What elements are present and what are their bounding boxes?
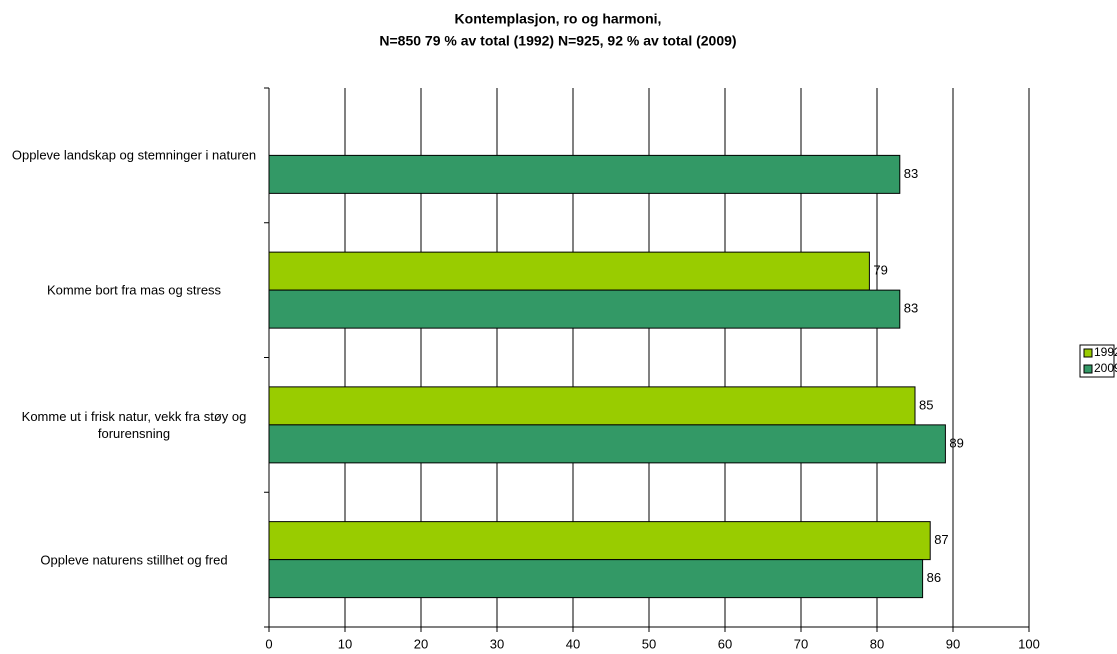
data-label: 83 (904, 301, 918, 316)
data-label: 87 (934, 532, 948, 547)
x-tick-label: 10 (338, 636, 352, 651)
bar (268, 289, 901, 329)
bar (268, 424, 946, 464)
y-tick-label: Oppleve landskap og stemninger i naturen (11, 147, 257, 163)
bar (268, 251, 870, 291)
y-tick-label: Komme bort fra mas og stress (46, 282, 222, 298)
data-label: 83 (904, 166, 918, 181)
bar (268, 521, 931, 561)
x-tick-label: 60 (718, 636, 732, 651)
x-tick-label: 100 (1018, 636, 1040, 651)
data-label: 89 (949, 435, 963, 450)
y-tick-label: Oppleve naturens stillhet og fred (40, 552, 228, 568)
data-label: 86 (927, 570, 941, 585)
legend-label: 1992 (1094, 345, 1117, 359)
legend-swatch (1083, 348, 1093, 358)
x-tick-label: 90 (946, 636, 960, 651)
bar (268, 386, 916, 426)
legend-label: 2009 (1094, 361, 1117, 375)
chart-title: Kontemplasjon, ro og harmoni, (455, 11, 662, 27)
x-tick-label: 50 (642, 636, 656, 651)
x-tick-label: 30 (490, 636, 504, 651)
y-tick-label: Komme ut i frisk natur, vekk fra støy og… (21, 408, 247, 441)
legend-swatch (1083, 364, 1093, 374)
chart-subtitle: N=850 79 % av total (1992) N=925, 92 % a… (379, 33, 736, 49)
x-tick-label: 20 (414, 636, 428, 651)
x-tick-label: 80 (870, 636, 884, 651)
bar (268, 154, 901, 194)
data-label: 79 (873, 263, 887, 278)
x-tick-label: 40 (566, 636, 580, 651)
x-tick-label: 0 (265, 636, 272, 651)
x-tick-label: 70 (794, 636, 808, 651)
bar (268, 559, 924, 599)
data-label: 85 (919, 397, 933, 412)
